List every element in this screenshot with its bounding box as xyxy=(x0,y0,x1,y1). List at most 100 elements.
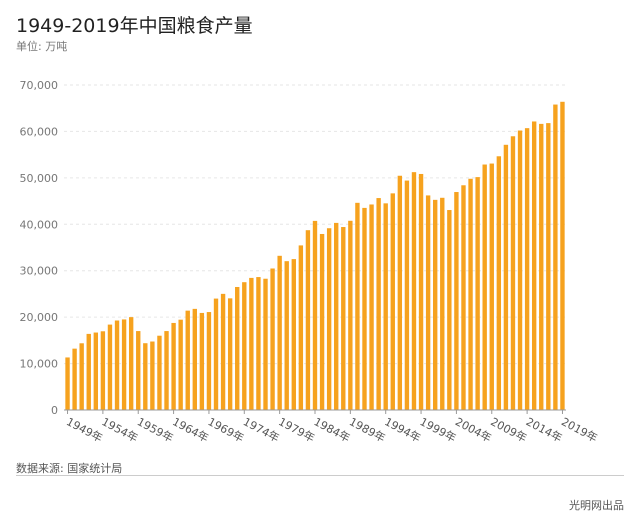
bar xyxy=(383,203,388,410)
bar xyxy=(503,144,509,411)
x-tick-label: 1984年 xyxy=(312,414,353,445)
footer-divider xyxy=(16,475,624,476)
bar xyxy=(227,298,233,410)
x-tick-label: 2014年 xyxy=(524,414,565,445)
bar xyxy=(143,343,148,410)
bar xyxy=(136,331,141,410)
bar xyxy=(185,310,190,410)
bar xyxy=(433,199,438,410)
x-tick-label: 2019年 xyxy=(559,414,600,445)
bar xyxy=(461,185,466,410)
bar xyxy=(326,228,332,410)
bar xyxy=(79,343,84,410)
bar xyxy=(397,175,403,410)
bar xyxy=(390,193,395,410)
unit-label: 单位: 万吨 xyxy=(16,40,68,53)
bar xyxy=(235,286,240,410)
bar xyxy=(263,278,268,410)
bar xyxy=(199,312,205,410)
bar xyxy=(93,332,99,410)
bar xyxy=(489,163,494,410)
bar xyxy=(107,324,113,410)
bar xyxy=(482,164,487,410)
bar xyxy=(298,245,304,410)
bar xyxy=(178,319,183,410)
bar xyxy=(270,268,275,410)
bar xyxy=(447,210,452,410)
chart-title: 1949-2019年中国粮食产量 xyxy=(16,15,253,37)
bar xyxy=(121,319,127,410)
bar xyxy=(496,156,502,410)
x-tick-label: 2004年 xyxy=(453,414,494,445)
y-tick-label: 50,000 xyxy=(20,172,59,185)
bar xyxy=(114,320,120,410)
bar xyxy=(362,207,367,410)
bar xyxy=(192,308,197,410)
bar xyxy=(425,195,431,410)
x-tick-label: 1964年 xyxy=(170,414,211,445)
bar-chart: 0 10,000 20,000 30,000 40,000 50,000 60,000 70,… xyxy=(20,79,601,445)
bar xyxy=(539,123,544,410)
bars xyxy=(65,101,565,411)
x-axis: 1949年1954年1959年1964年1969年1974年1979年1984年… xyxy=(64,410,600,445)
bar xyxy=(150,341,155,410)
x-tick-label: 1949年 xyxy=(64,414,105,445)
x-tick-label: 1954年 xyxy=(99,414,140,445)
y-tick-label: 60,000 xyxy=(20,125,59,138)
y-axis: 0 10,000 20,000 30,000 40,000 50,000 60,000 70,… xyxy=(20,79,59,417)
y-tick-label: 70,000 xyxy=(20,79,59,92)
bar xyxy=(213,298,219,410)
x-tick-label: 1989年 xyxy=(347,414,388,445)
bar xyxy=(291,259,296,410)
bar xyxy=(277,255,282,410)
bar xyxy=(256,277,261,410)
bar xyxy=(560,101,565,410)
y-tick-label: 0 xyxy=(51,404,58,417)
x-tick-label: 2009年 xyxy=(488,414,529,445)
bar xyxy=(531,121,537,410)
x-tick-label: 1999年 xyxy=(418,414,459,445)
bar xyxy=(86,333,91,410)
bar xyxy=(418,173,424,410)
bar xyxy=(206,312,212,410)
bar xyxy=(553,104,558,411)
bar xyxy=(164,331,169,410)
bar xyxy=(517,130,523,410)
bar xyxy=(65,357,70,410)
x-tick-label: 1959年 xyxy=(135,414,176,445)
bar xyxy=(510,136,516,410)
y-tick-label: 10,000 xyxy=(20,358,59,371)
publisher-credit: 光明网出品 xyxy=(569,499,624,512)
bar xyxy=(305,230,311,410)
x-tick-label: 1994年 xyxy=(382,414,423,445)
bar xyxy=(411,172,417,410)
bar xyxy=(369,204,374,410)
x-tick-label: 1979年 xyxy=(276,414,317,445)
bar xyxy=(404,180,410,410)
y-tick-label: 40,000 xyxy=(20,218,59,231)
bar xyxy=(524,128,530,410)
bar xyxy=(334,222,339,410)
bar xyxy=(220,293,226,410)
bar xyxy=(249,277,254,410)
bar xyxy=(454,192,459,410)
bar xyxy=(72,348,77,410)
bar xyxy=(171,322,176,410)
bar xyxy=(242,282,247,410)
x-tick-label: 1974年 xyxy=(241,414,282,445)
x-tick-label: 1969年 xyxy=(206,414,247,445)
bar xyxy=(341,227,346,410)
y-tick-label: 30,000 xyxy=(20,265,59,278)
bar xyxy=(376,198,381,410)
bar xyxy=(348,220,353,410)
bar xyxy=(128,317,134,410)
bar xyxy=(319,233,325,410)
bar xyxy=(157,335,162,410)
data-source: 数据来源: 国家统计局 xyxy=(16,462,123,475)
y-tick-label: 20,000 xyxy=(20,311,59,324)
bar xyxy=(100,331,106,410)
bar xyxy=(440,197,445,410)
bar xyxy=(468,178,473,410)
bar xyxy=(546,123,551,411)
bar xyxy=(312,220,318,410)
